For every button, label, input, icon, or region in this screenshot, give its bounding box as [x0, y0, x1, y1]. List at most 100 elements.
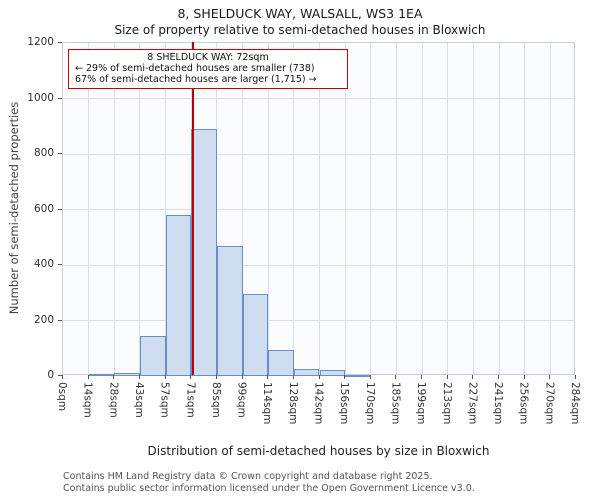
x-tick-label: 0sqm [56, 382, 68, 412]
x-tick-label: 99sqm [235, 382, 248, 418]
x-tick-label: 256sqm [517, 382, 530, 425]
gridline-vertical [88, 43, 90, 374]
x-tick-mark [292, 375, 294, 379]
gridline-vertical [344, 43, 346, 374]
histogram-bar [293, 369, 320, 376]
x-tick-mark [549, 375, 551, 379]
plot-area [62, 42, 575, 377]
histogram-bar [88, 374, 115, 377]
gridline-vertical [549, 43, 551, 374]
x-axis-label: Distribution of semi-detached houses by … [147, 444, 490, 458]
y-tick-mark [58, 153, 62, 154]
x-tick-label: 128sqm [286, 382, 299, 425]
x-tick-label: 213sqm [440, 382, 453, 425]
x-tick-mark [138, 375, 140, 379]
x-tick-mark [241, 375, 243, 379]
x-tick-mark [395, 375, 397, 379]
y-tick-mark [58, 264, 62, 265]
x-tick-mark [446, 375, 448, 379]
x-tick-label: 14sqm [81, 382, 94, 418]
x-tick-label: 85sqm [209, 382, 222, 418]
annotation-larger-share: 67% of semi-detached houses are larger (… [75, 74, 317, 85]
x-tick-label: 227sqm [466, 382, 479, 425]
x-tick-label: 284sqm [569, 382, 581, 425]
y-tick-mark [58, 97, 62, 99]
gridline-vertical [139, 43, 141, 374]
chart-title: 8, SHELDUCK WAY, WALSALL, WS3 1EA [177, 6, 423, 21]
chart-subtitle: Size of property relative to semi-detach… [114, 23, 486, 37]
x-tick-label: 270sqm [543, 382, 556, 425]
x-tick-mark [575, 375, 576, 379]
x-tick-mark [344, 375, 346, 379]
gridline-vertical [113, 43, 115, 374]
property-size-marker-line [192, 42, 194, 375]
x-tick-label: 156sqm [338, 382, 351, 425]
gridline-horizontal [63, 209, 574, 210]
histogram-bar [268, 349, 294, 376]
gridline-vertical [165, 43, 167, 374]
x-tick-label: 170sqm [363, 382, 376, 425]
histogram-bar [319, 370, 346, 376]
annotation-property-size: 8 SHELDUCK WAY: 72sqm [147, 52, 269, 63]
gridline-vertical [370, 43, 372, 374]
x-tick-label: 114sqm [261, 382, 274, 425]
x-tick-label: 185sqm [389, 382, 402, 425]
gridline-vertical [524, 43, 526, 374]
gridline-horizontal [63, 98, 574, 99]
y-tick-label: 800 [33, 147, 54, 159]
y-tick-label: 400 [33, 258, 54, 270]
gridline-vertical [421, 43, 423, 374]
y-tick-mark [58, 375, 62, 376]
gridline-vertical [267, 43, 269, 374]
histogram-bar [139, 335, 166, 376]
y-tick-mark [58, 208, 62, 210]
histogram-bar [191, 129, 217, 376]
x-tick-label: 71sqm [184, 382, 197, 418]
histogram-bar [216, 245, 243, 376]
y-tick-label: 200 [33, 313, 54, 326]
gridline-vertical [498, 43, 500, 374]
histogram-bar [165, 215, 192, 376]
x-tick-mark [215, 375, 217, 379]
y-tick-label: 600 [33, 202, 54, 215]
x-tick-mark [523, 375, 525, 379]
y-tick-label: 1200 [27, 36, 54, 48]
x-tick-mark [62, 375, 63, 379]
property-annotation-box: 8 SHELDUCK WAY: 72sqm ← 29% of semi-deta… [68, 49, 348, 89]
y-tick-label: 0 [47, 369, 54, 381]
x-tick-label: 241sqm [492, 382, 505, 425]
gridline-vertical [447, 43, 449, 374]
y-tick-label: 1000 [27, 91, 54, 104]
x-tick-mark [87, 375, 89, 379]
x-tick-label: 43sqm [132, 382, 145, 418]
gridline-vertical [216, 43, 218, 374]
gridline-vertical [472, 43, 474, 374]
x-tick-label: 199sqm [415, 382, 428, 425]
x-tick-mark [113, 375, 115, 379]
x-tick-mark [472, 375, 474, 379]
x-tick-mark [164, 375, 166, 379]
gridline-horizontal [63, 153, 574, 155]
histogram-bar [242, 294, 269, 376]
gridline-vertical [242, 43, 244, 374]
gridline-horizontal [63, 264, 574, 266]
gridline-vertical [319, 43, 320, 374]
histogram-bar [345, 374, 371, 377]
x-tick-mark [369, 375, 371, 379]
x-tick-mark [267, 375, 269, 379]
x-tick-label: 28sqm [107, 382, 120, 418]
x-tick-label: 142sqm [312, 382, 325, 425]
x-tick-label: 57sqm [158, 382, 171, 418]
x-tick-mark [498, 375, 500, 379]
annotation-smaller-share: ← 29% of semi-detached houses are smalle… [75, 63, 315, 74]
gridline-vertical [293, 43, 295, 374]
y-tick-mark [58, 42, 62, 43]
histogram-bar [114, 373, 140, 376]
gridline-horizontal [63, 320, 574, 321]
footer-attribution-line1: Contains HM Land Registry data © Crown c… [63, 471, 433, 482]
y-tick-mark [58, 319, 62, 321]
x-tick-mark [318, 375, 320, 379]
gridline-vertical [395, 43, 397, 374]
footer-attribution-line2: Contains public sector information licen… [63, 483, 475, 494]
